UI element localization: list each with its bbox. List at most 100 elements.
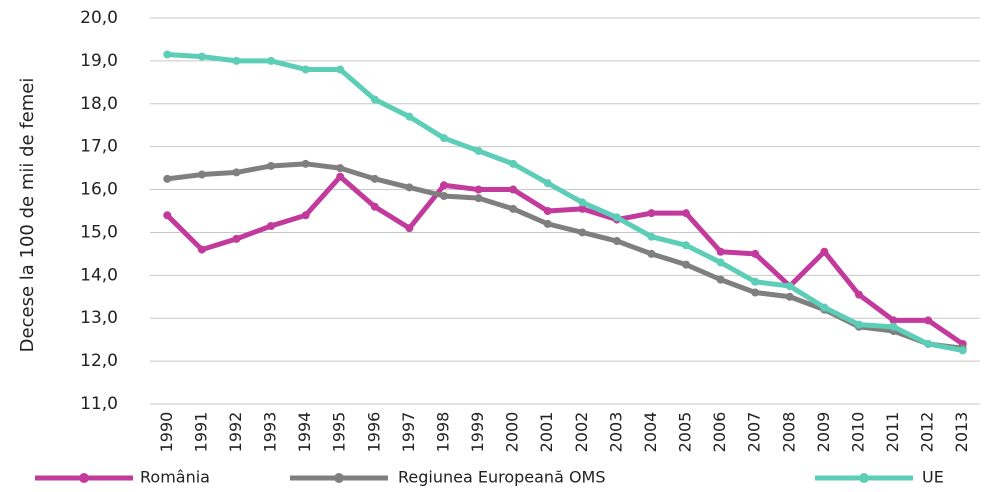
data-point (474, 185, 483, 194)
data-point (439, 181, 448, 190)
x-tick-label: 2003 (606, 412, 625, 453)
x-tick-label: 1999 (468, 412, 487, 453)
x-tick-label: 1991 (191, 412, 210, 453)
x-tick-label: 2001 (537, 412, 556, 453)
series-line (164, 174, 966, 347)
y-tick-label: 11,0 (80, 394, 118, 414)
data-point (820, 303, 829, 312)
data-point (301, 159, 310, 168)
data-point (682, 260, 691, 269)
data-point (578, 198, 587, 207)
data-point (405, 224, 414, 233)
y-tick-label: 16,0 (80, 180, 118, 200)
series-line (164, 51, 966, 353)
data-point (543, 219, 552, 228)
data-point (509, 159, 518, 168)
x-tick-label: 1998 (433, 412, 452, 453)
data-point (751, 288, 760, 297)
legend-marker (859, 473, 869, 483)
data-point (197, 170, 206, 179)
data-point (820, 247, 829, 256)
data-point (232, 168, 241, 177)
data-point (682, 209, 691, 218)
data-point (336, 164, 345, 173)
data-point (509, 204, 518, 213)
data-point (163, 174, 172, 183)
data-point (889, 316, 898, 325)
x-tick-label: 2006 (710, 412, 729, 453)
data-point (439, 134, 448, 143)
data-point (612, 237, 621, 246)
data-point (751, 277, 760, 286)
y-tick-label: 13,0 (80, 308, 118, 328)
data-point (958, 346, 967, 355)
y-tick-label: 20,0 (80, 8, 118, 28)
data-point (405, 183, 414, 192)
x-tick-label: 1994 (295, 412, 314, 453)
x-tick-label: 2009 (814, 412, 833, 453)
data-point (474, 194, 483, 203)
data-point (647, 209, 656, 218)
data-point (474, 146, 483, 155)
data-point (716, 247, 725, 256)
data-point (439, 191, 448, 200)
data-point (301, 211, 310, 220)
data-point (751, 249, 760, 258)
data-point (578, 204, 587, 213)
x-tick-label: 2012 (918, 412, 937, 453)
data-point (370, 95, 379, 104)
x-tick-label: 2010 (848, 412, 867, 453)
data-point (301, 65, 310, 74)
legend-label: România (140, 468, 210, 487)
x-tick-label: 2008 (779, 412, 798, 453)
data-point (716, 258, 725, 267)
legend-marker (79, 473, 89, 483)
y-tick-label: 17,0 (80, 137, 118, 157)
x-tick-label: 1996 (364, 412, 383, 453)
data-point (232, 56, 241, 65)
x-tick-label: 2002 (572, 412, 591, 453)
x-tick-label: 2011 (883, 412, 902, 453)
data-point (578, 228, 587, 237)
data-point (612, 213, 621, 222)
legend-label: UE (922, 468, 944, 487)
data-point (370, 202, 379, 211)
data-point (163, 211, 172, 220)
x-tick-label: 1992 (226, 412, 245, 453)
x-tick-label: 1995 (330, 412, 349, 453)
data-point (267, 222, 276, 231)
data-point (647, 249, 656, 258)
x-tick-label: 2000 (503, 412, 522, 453)
y-tick-label: 12,0 (80, 351, 118, 371)
data-point (716, 275, 725, 284)
data-point (924, 316, 933, 325)
y-tick-label: 15,0 (80, 222, 118, 242)
data-point (543, 207, 552, 215)
x-tick-label: 2013 (952, 412, 971, 453)
x-tick-label: 2007 (745, 412, 764, 453)
data-point (924, 339, 933, 348)
data-point (647, 232, 656, 241)
data-point (509, 185, 518, 194)
data-point (336, 172, 345, 181)
y-tick-label: 19,0 (80, 51, 118, 71)
x-tick-label: 2004 (641, 412, 660, 453)
data-point (163, 50, 172, 59)
data-point (197, 52, 206, 61)
data-point (370, 174, 379, 183)
y-tick-label: 14,0 (80, 265, 118, 285)
data-point (267, 56, 276, 65)
data-point (889, 322, 898, 331)
y-tick-label: 18,0 (80, 94, 118, 114)
x-tick-label: 2005 (676, 412, 695, 453)
x-tick-label: 1993 (261, 412, 280, 453)
data-point (197, 245, 206, 254)
data-point (336, 65, 345, 74)
data-point (405, 112, 414, 121)
x-tick-label: 1997 (399, 412, 418, 453)
data-point (267, 161, 276, 170)
y-axis-label: Decese la 100 de mii de femei (17, 78, 38, 353)
data-point (785, 282, 794, 291)
data-point (854, 290, 863, 299)
